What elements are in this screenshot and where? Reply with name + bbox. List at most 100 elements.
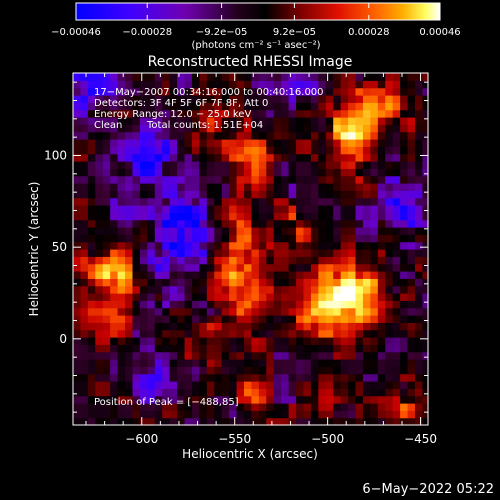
heatmap-cell-927 bbox=[184, 278, 193, 287]
heatmap-cell-1538 bbox=[87, 183, 96, 191]
heatmap-cell-581 bbox=[110, 329, 119, 338]
heatmap-cell-1124 bbox=[221, 249, 230, 257]
heatmap-cell-2217 bbox=[139, 80, 148, 89]
heatmap-cell-1240 bbox=[370, 234, 379, 243]
heatmap-cell-198 bbox=[117, 388, 126, 397]
heatmap-cell-415 bbox=[303, 359, 312, 367]
heatmap-cell-261 bbox=[229, 381, 238, 389]
heatmap-cell-2224 bbox=[191, 80, 200, 89]
heatmap-cell-2259 bbox=[95, 73, 104, 81]
heatmap-cell-1432 bbox=[370, 205, 379, 213]
heatmap-cell-1096 bbox=[370, 256, 379, 265]
heatmap-cell-613 bbox=[348, 329, 357, 338]
heatmap-cell-1610 bbox=[266, 175, 275, 184]
heatmap-cell-2226 bbox=[206, 80, 215, 89]
heatmap-cell-455 bbox=[243, 351, 253, 360]
heatmap-cell-1380 bbox=[340, 212, 349, 221]
heatmap-cell-9 bbox=[139, 417, 148, 426]
heatmap-cell-355 bbox=[214, 366, 223, 375]
heatmap-cell-1313 bbox=[199, 219, 208, 228]
heatmap-cell-2160 bbox=[73, 87, 82, 96]
heatmap-cell-2113 bbox=[80, 95, 89, 103]
heatmap-cell-933 bbox=[229, 278, 238, 287]
heatmap-cell-127 bbox=[303, 403, 312, 411]
heatmap-cell-67 bbox=[214, 410, 223, 419]
heatmap-cell-625 bbox=[80, 322, 89, 331]
heatmap-cell-368 bbox=[310, 366, 319, 375]
heatmap-cell-1963 bbox=[392, 124, 401, 133]
heatmap-cell-1238 bbox=[355, 234, 364, 243]
heatmap-cell-1956 bbox=[340, 124, 349, 133]
heatmap-cell-344 bbox=[132, 366, 141, 375]
heatmap-cell-829 bbox=[169, 293, 178, 301]
heatmap-cell-501 bbox=[229, 344, 238, 353]
heatmap-cell-799 bbox=[303, 300, 312, 309]
heatmap-cell-1177 bbox=[258, 241, 267, 250]
heatmap-cell-2215 bbox=[125, 80, 134, 89]
heatmap-cell-211 bbox=[214, 388, 223, 397]
heatmap-cell-680 bbox=[132, 315, 141, 323]
heatmap-cell-1599 bbox=[184, 175, 193, 184]
heatmap-cell-1325 bbox=[288, 219, 297, 228]
heatmap-cell-299 bbox=[154, 373, 163, 382]
heatmap-cell-2066 bbox=[87, 102, 96, 111]
heatmap-cell-911 bbox=[422, 285, 429, 294]
heatmap-cell-866 bbox=[87, 285, 96, 294]
heatmap-cell-648 bbox=[251, 322, 260, 331]
heatmap-cell-478 bbox=[414, 351, 424, 360]
heatmap-cell-2127 bbox=[184, 95, 193, 103]
heatmap-cell-1105 bbox=[80, 249, 89, 257]
heatmap-cell-1274 bbox=[266, 227, 275, 235]
heatmap-cell-956 bbox=[400, 278, 409, 287]
heatmap-cell-1884 bbox=[162, 131, 171, 140]
heatmap-cell-1077 bbox=[229, 256, 238, 265]
heatmap-cell-1696 bbox=[191, 161, 200, 169]
heatmap-cell-1982 bbox=[177, 117, 186, 125]
heatmap-cell-1231 bbox=[303, 234, 312, 243]
heatmap-cell-357 bbox=[229, 366, 238, 375]
heatmap-cell-1314 bbox=[206, 219, 215, 228]
heatmap-cell-488 bbox=[132, 344, 141, 353]
heatmap-cell-1566 bbox=[296, 183, 305, 191]
heatmap-cell-1945 bbox=[258, 124, 267, 133]
heatmap-cell-378 bbox=[385, 366, 394, 375]
heatmap-cell-915 bbox=[95, 278, 104, 287]
heatmap-cell-449 bbox=[199, 351, 208, 360]
heatmap-cell-2220 bbox=[162, 80, 171, 89]
heatmap-cell-1101 bbox=[407, 256, 416, 265]
heatmap-cell-1067 bbox=[154, 256, 163, 265]
heatmap-cell-1492 bbox=[102, 190, 111, 199]
heatmap-cell-1243 bbox=[392, 234, 401, 243]
heatmap-cell-1419 bbox=[273, 205, 282, 213]
heatmap-cell-1481 bbox=[377, 197, 386, 206]
heatmap-cell-2084 bbox=[221, 102, 230, 111]
heatmap-cell-1381 bbox=[348, 212, 357, 221]
heatmap-cell-256 bbox=[191, 381, 200, 389]
heatmap-cell-1149 bbox=[407, 249, 416, 257]
heatmap-cell-122 bbox=[266, 403, 275, 411]
heatmap-cell-405 bbox=[229, 359, 238, 367]
heatmap-cell-737 bbox=[199, 307, 208, 316]
heatmap-cell-812 bbox=[400, 300, 409, 309]
heatmap-cell-473 bbox=[377, 351, 386, 360]
heatmap-cell-414 bbox=[296, 359, 305, 367]
heatmap-cell-2123 bbox=[154, 95, 163, 103]
heatmap-cell-923 bbox=[154, 278, 163, 287]
heatmap-cell-821 bbox=[110, 293, 119, 301]
heatmap-cell-30 bbox=[296, 417, 305, 426]
heatmap-cell-1228 bbox=[281, 234, 290, 243]
heatmap-cell-634 bbox=[147, 322, 156, 331]
x-tick-label: −500 bbox=[311, 432, 344, 446]
heatmap-cell-440 bbox=[132, 351, 141, 360]
heatmap-cell-1112 bbox=[132, 249, 141, 257]
heatmap-cell-965 bbox=[110, 271, 119, 279]
heatmap-cell-171 bbox=[273, 395, 282, 404]
heatmap-cell-1277 bbox=[288, 227, 297, 235]
heatmap-cell-1942 bbox=[236, 124, 245, 133]
heatmap-cell-1286 bbox=[355, 227, 364, 235]
heatmap-cell-1521 bbox=[318, 190, 327, 199]
heatmap-cell-929 bbox=[199, 278, 208, 287]
heatmap-cell-1183 bbox=[303, 241, 312, 250]
heatmap-cell-1592 bbox=[132, 175, 141, 184]
heatmap-cell-1128 bbox=[251, 249, 260, 257]
